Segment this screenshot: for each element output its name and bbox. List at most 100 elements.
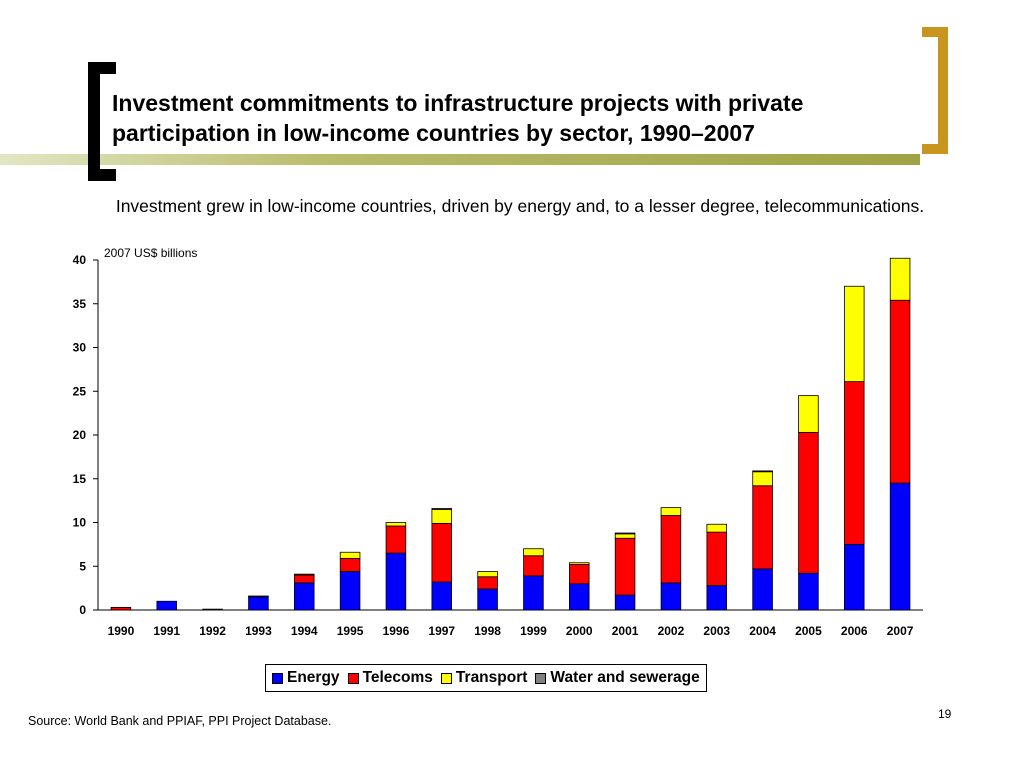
x-tick-label: 1993 xyxy=(245,624,272,638)
bar-transport-2003 xyxy=(706,523,728,533)
bar-water-and-sewerage-2004 xyxy=(752,470,773,473)
bar-water-and-sewerage-2001 xyxy=(614,532,636,535)
x-tick-label: 2005 xyxy=(795,624,822,638)
legend-label-transport: Transport xyxy=(455,669,528,686)
bar-energy-1994 xyxy=(293,582,315,611)
bar-energy-1997 xyxy=(431,581,453,611)
bar-transport-2002 xyxy=(660,507,682,516)
y-tick-label: 10 xyxy=(73,516,87,530)
bar-energy-1996 xyxy=(385,552,407,611)
x-tick-label: 2001 xyxy=(612,624,639,638)
bar-telecoms-1990 xyxy=(110,606,132,611)
x-tick-label: 2002 xyxy=(658,624,685,638)
bar-energy-2007 xyxy=(889,482,911,611)
y-axis: 0 5 10 15 20 25 30 35 40 xyxy=(73,253,99,617)
legend-label-telecoms: Telecoms xyxy=(362,669,433,686)
y-tick-label: 0 xyxy=(79,603,86,617)
bar-energy-1998 xyxy=(477,588,498,611)
x-tick-label: 1994 xyxy=(291,624,318,638)
legend-swatch-telecoms xyxy=(347,672,359,684)
right-bracket-decoration xyxy=(922,27,948,154)
legend-item-water: Water and sewerage xyxy=(535,669,700,687)
bar-telecoms-2001 xyxy=(614,537,636,596)
bar-energy-2003 xyxy=(706,585,728,611)
source-note: Source: World Bank and PPIAF, PPI Projec… xyxy=(28,714,332,728)
y-tick-label: 30 xyxy=(73,341,87,355)
bar-energy-2001 xyxy=(614,594,636,611)
x-tick-label: 1990 xyxy=(108,624,135,638)
chart-legend: Energy Telecoms Transport Water and sewe… xyxy=(265,664,707,692)
bar-transport-2005 xyxy=(798,395,819,433)
x-tick-label: 1992 xyxy=(199,624,226,638)
x-tick-label: 2006 xyxy=(841,624,868,638)
bar-energy-2005 xyxy=(798,572,819,611)
slide-subtitle: Investment grew in low-income countries,… xyxy=(115,196,925,216)
y-tick-label: 20 xyxy=(73,428,87,442)
x-tick-label: 1998 xyxy=(474,624,501,638)
bar-telecoms-2002 xyxy=(660,515,682,584)
bar-transport-2000 xyxy=(568,562,590,565)
x-tick-label: 1996 xyxy=(383,624,410,638)
decorative-band xyxy=(0,154,920,165)
bar-transport-2001 xyxy=(614,533,636,539)
bar-transport-2004 xyxy=(752,471,773,487)
bar-transport-1996 xyxy=(385,522,407,527)
slide-title: Investment commitments to infrastructure… xyxy=(112,90,804,146)
bar-transport-1995 xyxy=(339,551,361,559)
bar-transport-2007 xyxy=(889,257,911,301)
x-tick-label: 1991 xyxy=(153,624,180,638)
bar-telecoms-1994 xyxy=(293,574,315,584)
x-tick-label: 1995 xyxy=(337,624,364,638)
bars-group xyxy=(110,257,911,611)
bar-water-and-sewerage-1993 xyxy=(248,595,269,598)
bar-telecoms-2005 xyxy=(798,431,819,574)
bar-telecoms-1999 xyxy=(523,555,544,577)
bar-telecoms-1997 xyxy=(431,522,453,583)
page-number: 19 xyxy=(938,707,952,721)
bar-transport-2006 xyxy=(843,285,865,383)
bar-transport-1998 xyxy=(477,571,498,578)
bar-energy-1991 xyxy=(156,600,178,611)
bar-water-and-sewerage-1997 xyxy=(431,508,453,510)
legend-swatch-water xyxy=(535,672,547,684)
legend-item-transport: Transport xyxy=(440,669,528,687)
y-tick-label: 5 xyxy=(79,559,86,573)
x-tick-label: 1999 xyxy=(520,624,547,638)
bar-telecoms-1995 xyxy=(339,557,361,572)
x-axis: 1990 1991 1992 1993 1994 1995 1996 1997 1998 1999… xyxy=(98,609,923,638)
bar-water-and-sewerage-1992 xyxy=(202,608,223,611)
bar-telecoms-2006 xyxy=(843,381,865,545)
bar-energy-1995 xyxy=(339,571,361,611)
bar-telecoms-2007 xyxy=(889,299,911,484)
bar-energy-2004 xyxy=(752,568,773,611)
left-bracket-decoration xyxy=(88,62,116,181)
bar-transport-1997 xyxy=(431,508,453,524)
bar-telecoms-2004 xyxy=(752,485,773,570)
bar-telecoms-2000 xyxy=(568,564,590,585)
x-tick-label: 2004 xyxy=(749,624,776,638)
legend-item-telecoms: Telecoms xyxy=(347,669,433,687)
x-tick-label: 1997 xyxy=(428,624,455,638)
bar-energy-1993 xyxy=(248,596,269,611)
bar-telecoms-2003 xyxy=(706,531,728,586)
y-tick-label: 25 xyxy=(73,384,87,398)
chart-unit-label: 2007 US$ billions xyxy=(104,246,198,260)
y-tick-label: 35 xyxy=(73,297,87,311)
bar-transport-1999 xyxy=(523,548,544,557)
y-tick-label: 40 xyxy=(73,253,87,267)
bar-energy-2006 xyxy=(843,543,865,611)
legend-label-water: Water and sewerage xyxy=(550,669,700,686)
legend-label-energy: Energy xyxy=(287,669,340,686)
x-tick-label: 2000 xyxy=(566,624,593,638)
x-tick-label: 2007 xyxy=(887,624,914,638)
bar-energy-1999 xyxy=(523,575,544,611)
legend-item-energy: Energy xyxy=(272,669,340,687)
bar-energy-2002 xyxy=(660,582,682,611)
bar-transport-1994 xyxy=(293,573,315,576)
legend-swatch-energy xyxy=(272,672,283,684)
y-tick-label: 15 xyxy=(73,472,87,486)
bar-energy-2000 xyxy=(568,583,590,611)
bar-telecoms-1998 xyxy=(477,576,498,590)
legend-swatch-transport xyxy=(440,672,452,684)
